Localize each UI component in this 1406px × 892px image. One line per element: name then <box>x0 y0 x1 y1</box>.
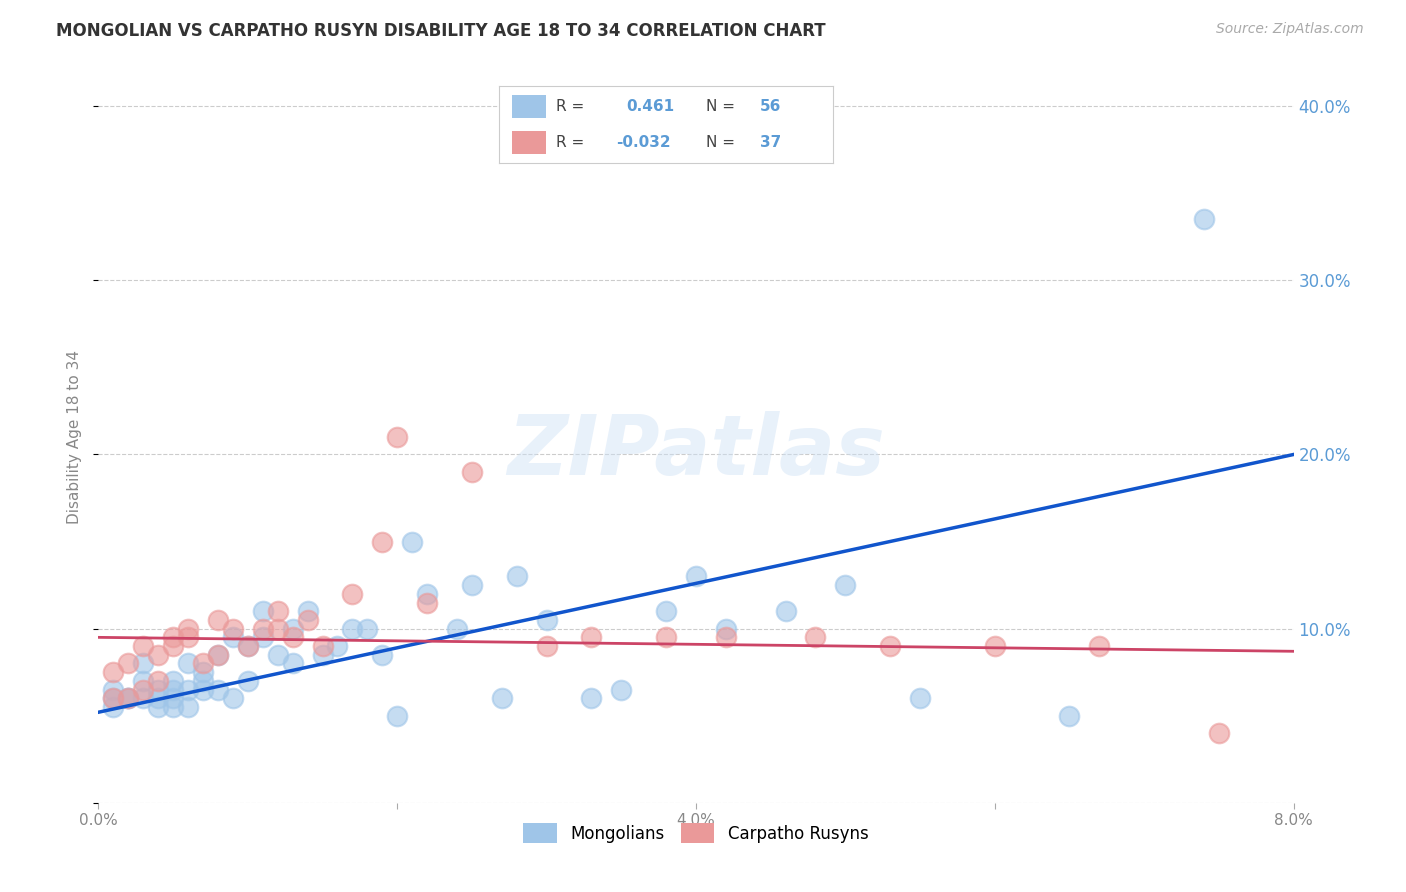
Point <box>148 648 170 662</box>
Point <box>148 682 170 697</box>
Point <box>177 700 200 714</box>
Point <box>297 613 319 627</box>
Point <box>311 648 333 662</box>
Point <box>1059 708 1081 723</box>
Point <box>191 657 214 671</box>
Point <box>103 665 125 680</box>
Point <box>162 700 184 714</box>
Point <box>267 604 290 618</box>
Point <box>103 691 125 706</box>
Point <box>222 691 245 706</box>
Point <box>222 631 245 645</box>
Point <box>356 622 378 636</box>
Point <box>267 622 290 636</box>
Point <box>714 631 737 645</box>
Text: MONGOLIAN VS CARPATHO RUSYN DISABILITY AGE 18 TO 34 CORRELATION CHART: MONGOLIAN VS CARPATHO RUSYN DISABILITY A… <box>56 22 825 40</box>
Point <box>236 673 259 688</box>
Point <box>148 691 170 706</box>
Point <box>311 639 333 653</box>
Point <box>1208 726 1230 740</box>
Text: ZIPatlas: ZIPatlas <box>508 411 884 492</box>
Point <box>177 682 200 697</box>
Point <box>191 673 214 688</box>
Point <box>581 691 603 706</box>
Point <box>281 622 304 636</box>
Point <box>162 639 184 653</box>
Point <box>103 691 125 706</box>
Point <box>132 639 155 653</box>
Point <box>236 639 259 653</box>
Point <box>162 691 184 706</box>
Point <box>461 465 484 479</box>
Point <box>117 691 139 706</box>
Point <box>297 604 319 618</box>
Point <box>775 604 797 618</box>
Point <box>132 691 155 706</box>
Point <box>191 682 214 697</box>
Point <box>252 604 274 618</box>
Legend: Mongolians, Carpatho Rusyns: Mongolians, Carpatho Rusyns <box>517 817 875 849</box>
Point <box>281 631 304 645</box>
Point <box>401 534 423 549</box>
Point <box>207 682 229 697</box>
Point <box>385 708 409 723</box>
Point <box>416 587 439 601</box>
Point <box>536 639 558 653</box>
Point <box>117 691 139 706</box>
Point <box>416 595 439 609</box>
Point <box>371 534 394 549</box>
Point <box>581 631 603 645</box>
Point <box>177 657 200 671</box>
Point <box>191 665 214 680</box>
Point <box>536 613 558 627</box>
Point <box>267 648 290 662</box>
Point <box>148 673 170 688</box>
Point <box>177 622 200 636</box>
Point <box>385 430 409 444</box>
Point <box>714 622 737 636</box>
Point <box>132 673 155 688</box>
Point <box>162 631 184 645</box>
Point <box>655 631 678 645</box>
Point <box>1192 212 1215 227</box>
Point <box>342 622 364 636</box>
Point <box>879 639 901 653</box>
Point <box>506 569 529 583</box>
Point <box>207 648 229 662</box>
Point <box>177 631 200 645</box>
Point <box>207 648 229 662</box>
Point <box>103 682 125 697</box>
Point <box>117 657 139 671</box>
Point <box>461 578 484 592</box>
Point <box>252 622 274 636</box>
Y-axis label: Disability Age 18 to 34: Disability Age 18 to 34 <box>67 350 83 524</box>
Point <box>162 673 184 688</box>
Point <box>804 631 827 645</box>
Point <box>685 569 707 583</box>
Text: Source: ZipAtlas.com: Source: ZipAtlas.com <box>1216 22 1364 37</box>
Point <box>326 639 349 653</box>
Point <box>834 578 856 592</box>
Point <box>117 691 139 706</box>
Point <box>148 700 170 714</box>
Point <box>655 604 678 618</box>
Point <box>610 682 633 697</box>
Point <box>132 682 155 697</box>
Point <box>1088 639 1111 653</box>
Point <box>371 648 394 662</box>
Point <box>236 639 259 653</box>
Point <box>252 631 274 645</box>
Point <box>984 639 1007 653</box>
Point <box>162 682 184 697</box>
Point <box>222 622 245 636</box>
Point <box>207 613 229 627</box>
Point <box>342 587 364 601</box>
Point <box>132 657 155 671</box>
Point <box>281 657 304 671</box>
Point <box>103 700 125 714</box>
Point <box>491 691 513 706</box>
Point <box>446 622 468 636</box>
Point <box>908 691 931 706</box>
